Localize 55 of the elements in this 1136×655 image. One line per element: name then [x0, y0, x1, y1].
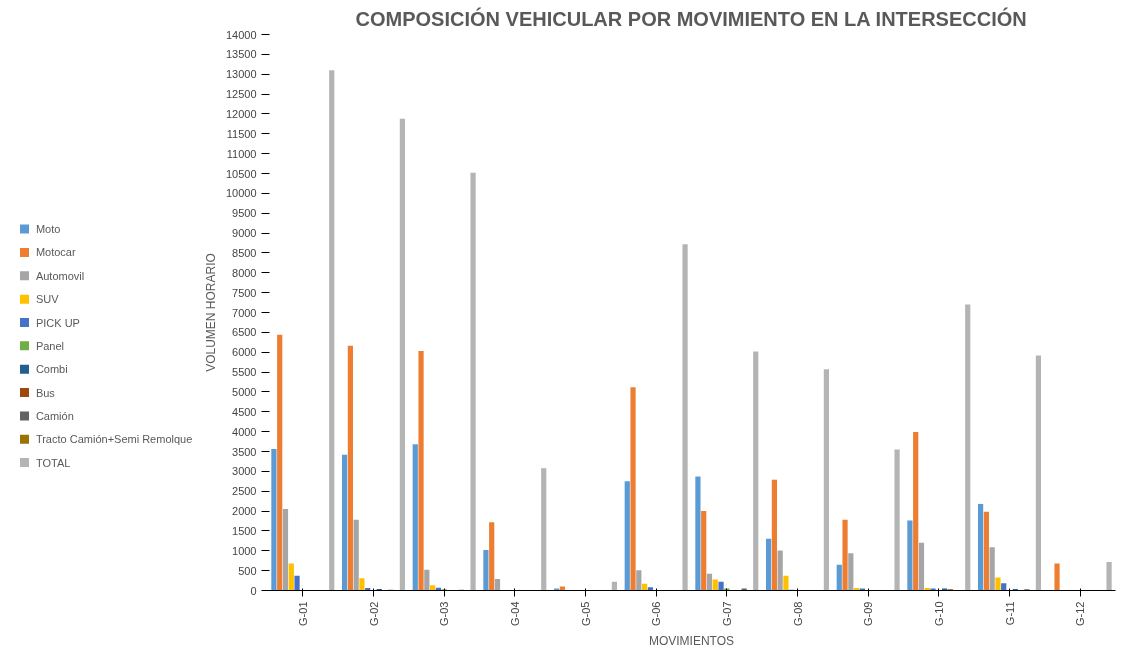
- y-tick-label: 11000: [226, 147, 257, 160]
- y-tick-label: 7500: [232, 286, 257, 299]
- x-tick-label: G-10: [932, 601, 945, 626]
- legend-label: Combi: [35, 363, 68, 376]
- y-tick-label: 2000: [232, 505, 257, 518]
- y-tick-label: 13500: [225, 48, 257, 61]
- y-tick-label: 9000: [232, 227, 257, 240]
- x-tick-label: G-11: [1003, 601, 1016, 626]
- x-tick-label: G-07: [720, 601, 733, 626]
- y-tick-label: 3000: [232, 465, 257, 478]
- x-tick-label: G-12: [1074, 601, 1087, 626]
- x-tick-label: G-01: [296, 601, 309, 626]
- chart-title: COMPOSICIÓN VEHICULAR POR MOVIMIENTO EN LA INTERSECCIÓN: [355, 6, 1027, 30]
- x-tick-label: G-09: [862, 601, 875, 626]
- x-tick-label: G-04: [508, 601, 521, 626]
- x-tick-label: G-05: [579, 601, 592, 626]
- y-tick-label: 8500: [232, 246, 257, 259]
- y-tick-label: 6500: [232, 326, 257, 339]
- y-tick-label: 0: [250, 584, 257, 597]
- legend-label: Panel: [35, 339, 65, 352]
- legend-label: TOTAL: [35, 456, 71, 469]
- x-tick-label: G-08: [791, 601, 804, 626]
- y-tick-label: 2500: [232, 485, 257, 498]
- y-tick-label: 10500: [225, 167, 257, 180]
- y-tick-label: 7000: [232, 306, 257, 319]
- legend-label: Camión: [35, 409, 74, 422]
- y-tick-label: 12500: [225, 88, 257, 101]
- y-tick-label: 500: [238, 564, 257, 577]
- x-axis-title: MOVIMIENTOS: [648, 633, 735, 648]
- legend-label: Bus: [35, 386, 56, 399]
- y-tick-label: 1000: [232, 544, 257, 557]
- legend-label: SUV: [35, 293, 60, 306]
- legend-label: Automovil: [35, 269, 85, 282]
- y-tick-label: 14000: [225, 28, 257, 41]
- y-tick-label: 1500: [232, 524, 257, 537]
- x-tick-label: G-03: [438, 601, 451, 626]
- y-tick-label: 4000: [232, 425, 257, 438]
- legend-label: PICK UP: [35, 316, 80, 329]
- y-tick-label: 5500: [232, 366, 257, 379]
- y-tick-label: 12000: [225, 107, 257, 120]
- legend-label: Moto: [35, 223, 61, 236]
- y-tick-label: 5000: [232, 385, 257, 398]
- y-tick-label: 9500: [232, 207, 257, 220]
- legend-label: Tracto Camión+Semi Remolque: [35, 433, 193, 446]
- y-tick-label: 8000: [232, 266, 257, 279]
- y-tick-label: 3500: [232, 445, 257, 458]
- x-tick-label: G-06: [650, 601, 663, 626]
- y-tick-label: 11500: [226, 127, 257, 140]
- y-tick-label: 6000: [232, 346, 257, 359]
- y-tick-label: 4500: [232, 405, 257, 418]
- legend-label: Motocar: [35, 246, 76, 259]
- y-tick-label: 10000: [225, 187, 257, 200]
- y-axis-title: VOLUMEN HORARIO: [203, 253, 218, 372]
- y-tick-label: 13000: [225, 68, 257, 81]
- x-tick-label: G-02: [367, 601, 380, 626]
